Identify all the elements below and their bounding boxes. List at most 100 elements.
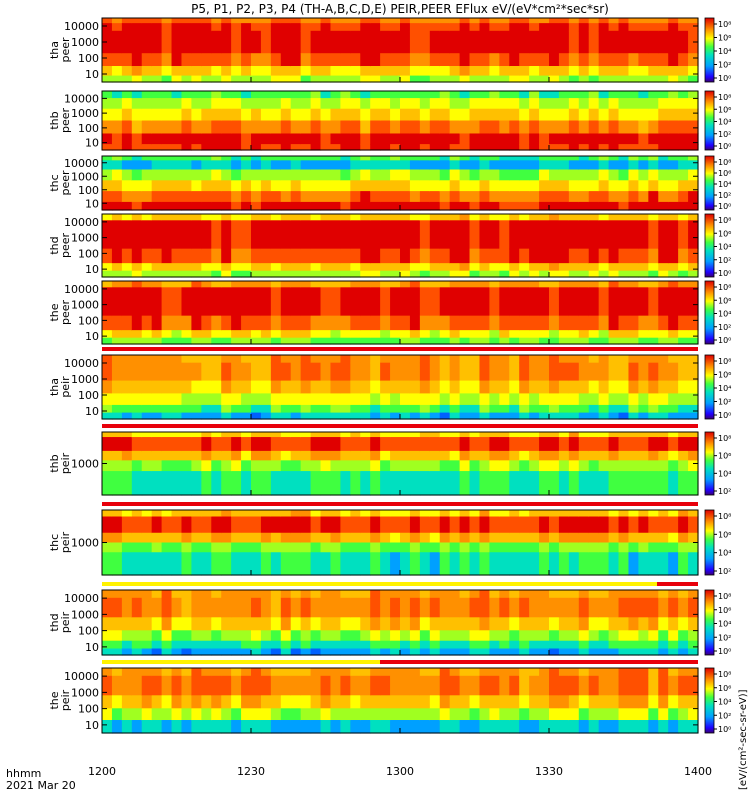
figure-title: P5, P1, P2, P3, P4 (TH-A,B,C,D,E) PEIR,P… [191,2,609,16]
y-tick-label: 1000 [71,232,99,245]
x-tick-label: 1330 [535,765,563,778]
colorbar [704,354,715,420]
y-tick-label: 1000 [71,36,99,49]
colorbar-tick-label: 10⁰ [718,74,731,83]
mode-bar [102,347,698,351]
y-tick-label: 10000 [64,216,99,229]
colorbar-tick-label: 10⁴ [718,549,731,558]
y-axis-label: thc [48,534,61,551]
spectrogram-image [102,590,699,656]
mode-bar [102,424,698,428]
spectrogram-image [102,510,699,576]
y-tick-label: 10000 [64,20,99,33]
colorbar-tick-label: 10² [718,256,731,265]
spectrogram-image [102,91,699,151]
colorbar-tick-label: 10⁸ [718,216,731,225]
y-axis-label: peer [59,300,72,326]
mode-bar [102,582,657,586]
spectrogram-image [102,18,699,83]
colorbar-tick-label: 10⁴ [718,310,731,319]
colorbar-unit-label: [eV/(cm²-sec-sr-eV)] [738,689,749,790]
y-tick-label: 10000 [64,92,99,105]
colorbar-tick-label: 10² [718,61,731,70]
colorbar-tick-label: 10⁰ [718,142,731,151]
y-tick-label: 100 [78,314,99,327]
y-tick-label: 10 [85,719,99,732]
y-tick-label: 10 [85,197,99,210]
colorbar [704,17,715,83]
y-tick-label: 10000 [64,670,99,683]
y-tick-label: 1000 [71,458,99,471]
colorbar-tick-label: 10⁴ [718,47,731,56]
colorbar-tick-label: 10⁸ [718,158,731,167]
footer-hhmm: hhmm [6,767,41,780]
colorbar-tick-label: 10² [718,130,731,139]
panels-group: 10000100010010thapeer10⁸10⁶10⁴10²10⁰1000… [48,17,731,734]
colorbar-tick-label: 10⁴ [718,243,731,252]
y-tick-label: 100 [78,625,99,638]
y-tick-label: 1000 [71,686,99,699]
colorbar [704,280,715,345]
y-axis-label: thc [48,174,61,191]
x-tick-label: 1400 [684,765,712,778]
colorbar [704,431,715,496]
y-tick-label: 100 [78,122,99,135]
y-tick-label: 1000 [71,170,99,183]
spectrogram-image [102,214,699,278]
y-tick-label: 100 [78,52,99,65]
colorbar [704,509,715,576]
colorbar-tick-label: 10⁶ [718,684,731,693]
colorbar-tick-label: 10⁸ [718,93,731,102]
spectrogram-image [102,355,699,420]
colorbar-tick-label: 10⁶ [718,530,731,539]
colorbar [704,589,715,656]
y-tick-label: 100 [78,703,99,716]
spectrogram-image [102,668,699,734]
colorbar-tick-label: 10⁶ [718,105,731,114]
colorbar-tick-label: 10⁰ [718,336,731,345]
x-tick-label: 1230 [237,765,265,778]
x-tick-label: 1300 [386,765,414,778]
colorbar-tick-label: 10⁸ [718,20,731,29]
colorbar-tick-label: 10⁶ [718,296,731,305]
x-tick-label: 1200 [88,765,116,778]
colorbar-tick-label: 10⁶ [718,169,731,178]
colorbar-tick-label: 10⁰ [718,202,731,211]
y-tick-label: 10 [85,641,99,654]
y-axis-label: peir [59,452,72,474]
colorbar-tick-label: 10⁴ [718,118,731,127]
colorbar-tick-label: 10⁴ [718,698,731,707]
mode-bar [657,582,698,586]
y-axis-label: thd [48,613,61,631]
y-axis-label: the [48,303,61,321]
y-axis-label: peer [59,37,72,63]
mode-bar [380,660,698,664]
y-tick-label: 100 [78,184,99,197]
colorbar-tick-label: 10⁶ [718,606,731,615]
colorbar-tick-label: 10⁸ [718,512,731,521]
y-tick-label: 10000 [64,157,99,170]
y-tick-label: 10000 [64,592,99,605]
y-axis-label: tha [48,378,61,396]
spectrogram-image [102,156,699,211]
y-tick-label: 1000 [71,107,99,120]
spectrogram-image [102,281,699,345]
colorbar-tick-label: 10⁶ [718,34,731,43]
y-axis-label: thd [48,236,61,254]
y-tick-label: 1000 [71,608,99,621]
y-axis-label: peer [59,170,72,196]
colorbar-tick-label: 10⁸ [718,592,731,601]
y-axis-label: peir [59,611,72,633]
y-tick-label: 1000 [71,537,99,550]
y-tick-label: 1000 [71,299,99,312]
colorbar-tick-label: 10² [718,191,731,200]
colorbar-tick-label: 10⁴ [718,620,731,629]
